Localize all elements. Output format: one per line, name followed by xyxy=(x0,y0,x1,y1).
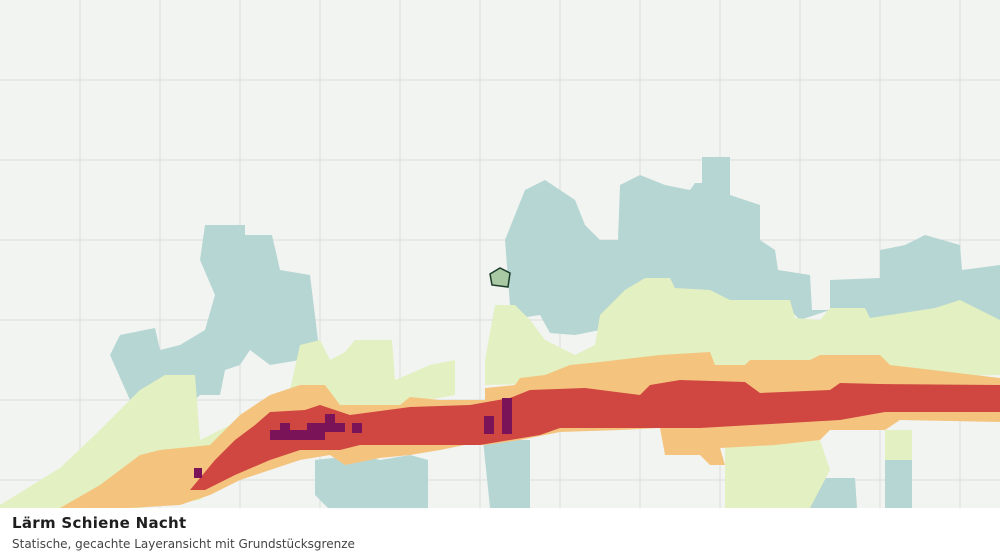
noise-zone-extreme xyxy=(194,398,512,478)
info-panel: Lärm Schiene Nacht Statische, gecachte L… xyxy=(0,508,1000,560)
layer-subtitle: Statische, gecachte Layeransicht mit Gru… xyxy=(12,537,355,551)
noise-zone-very-high xyxy=(190,380,1000,490)
parcel-boundary xyxy=(489,267,511,288)
layer-title: Lärm Schiene Nacht xyxy=(12,514,187,532)
